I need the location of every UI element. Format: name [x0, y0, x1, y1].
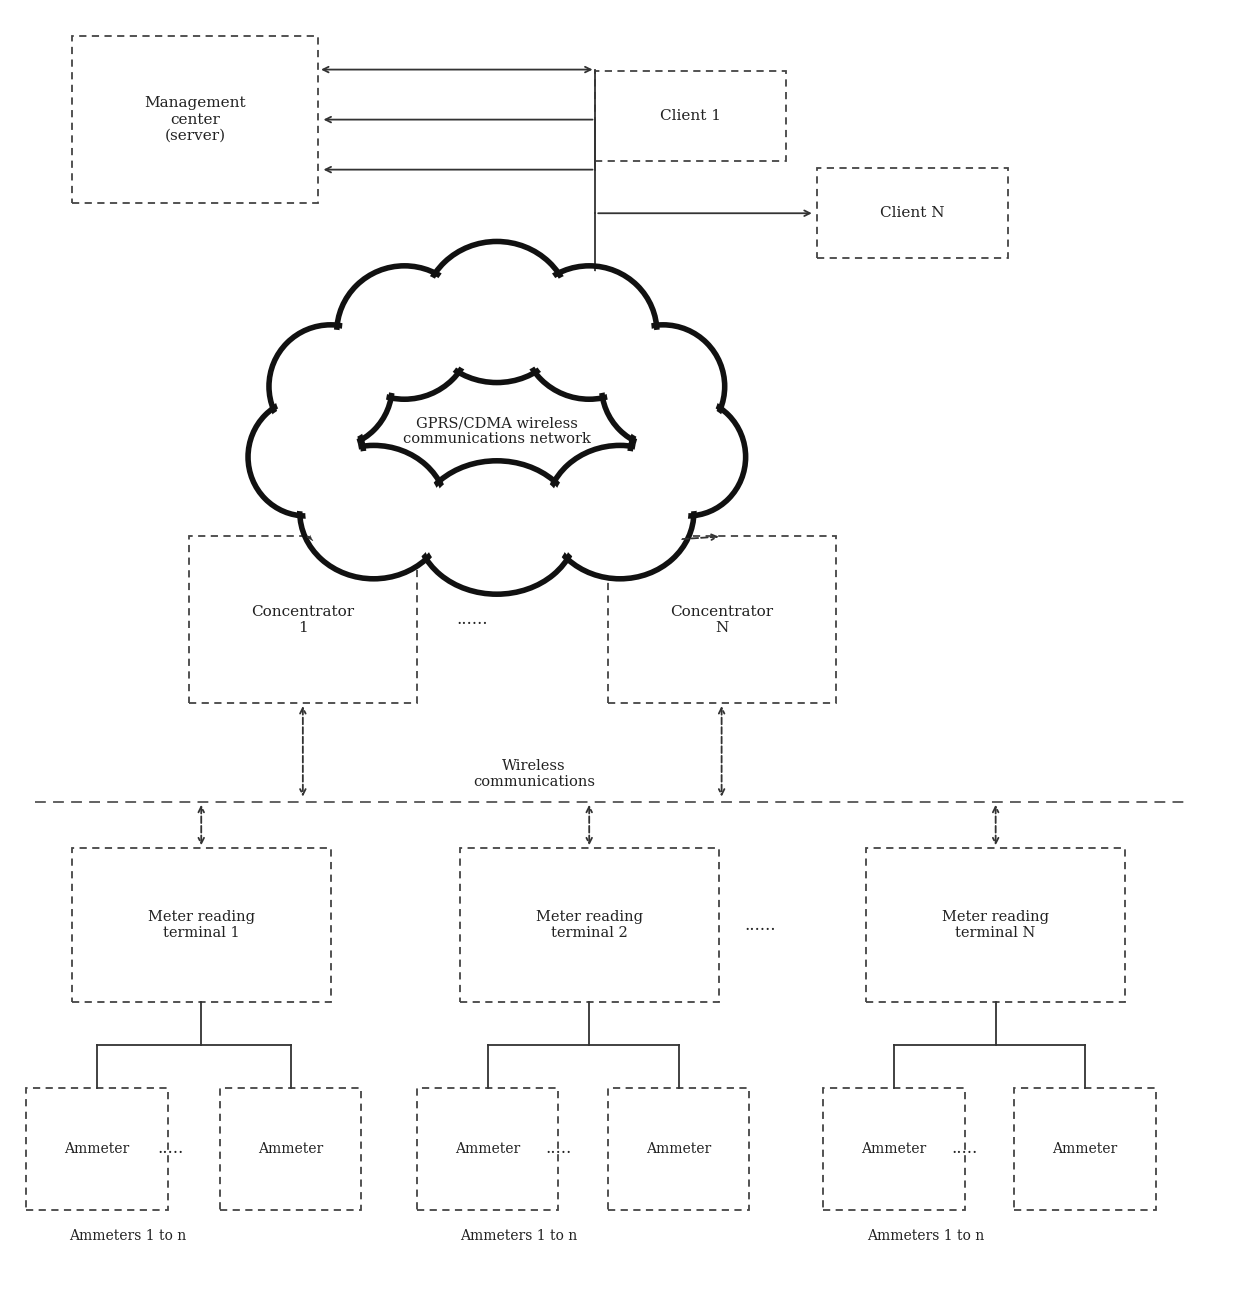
Text: Ammeter: Ammeter: [862, 1143, 926, 1155]
Bar: [1014, 1088, 1156, 1210]
Ellipse shape: [429, 247, 565, 377]
Bar: [595, 71, 786, 160]
Text: Concentrator
1: Concentrator 1: [252, 604, 355, 635]
Ellipse shape: [274, 329, 388, 443]
Text: Concentrator
N: Concentrator N: [670, 604, 774, 635]
Ellipse shape: [630, 398, 745, 516]
Bar: [867, 848, 1125, 1002]
Text: .....: .....: [952, 1140, 978, 1157]
Bar: [26, 1088, 167, 1210]
Bar: [188, 537, 417, 704]
Ellipse shape: [606, 329, 720, 443]
Text: Wireless
communications: Wireless communications: [472, 759, 595, 789]
Ellipse shape: [342, 271, 467, 394]
Text: Ammeter: Ammeter: [64, 1143, 130, 1155]
Ellipse shape: [423, 466, 570, 589]
Ellipse shape: [423, 241, 570, 382]
Text: .....: .....: [157, 1140, 184, 1157]
Text: Ammeter: Ammeter: [1053, 1143, 1117, 1155]
Ellipse shape: [305, 451, 441, 573]
Text: Management
center
(server): Management center (server): [144, 97, 246, 143]
Bar: [823, 1088, 965, 1210]
Text: Ammeters 1 to n: Ammeters 1 to n: [68, 1229, 186, 1242]
Bar: [460, 848, 718, 1002]
Text: Meter reading
terminal 1: Meter reading terminal 1: [148, 910, 254, 940]
Text: Client 1: Client 1: [661, 108, 722, 123]
Text: GPRS/CDMA wireless
communications network: GPRS/CDMA wireless communications networ…: [403, 416, 590, 447]
Bar: [817, 168, 1008, 258]
Bar: [72, 36, 319, 203]
Ellipse shape: [253, 403, 360, 511]
Ellipse shape: [601, 325, 724, 448]
Ellipse shape: [546, 445, 694, 578]
Ellipse shape: [522, 266, 657, 399]
Ellipse shape: [248, 398, 363, 516]
Ellipse shape: [417, 461, 577, 594]
Ellipse shape: [634, 403, 742, 511]
Bar: [608, 1088, 749, 1210]
Ellipse shape: [300, 445, 448, 578]
Bar: [608, 537, 836, 704]
Ellipse shape: [269, 325, 392, 448]
Bar: [72, 848, 331, 1002]
Text: Client N: Client N: [880, 207, 945, 221]
Text: Ammeters 1 to n: Ammeters 1 to n: [867, 1229, 985, 1242]
Text: Ammeter: Ammeter: [455, 1143, 521, 1155]
Text: Meter reading
terminal 2: Meter reading terminal 2: [536, 910, 642, 940]
Text: ......: ......: [745, 917, 776, 933]
Ellipse shape: [337, 266, 472, 399]
Text: Ammeter: Ammeter: [258, 1143, 324, 1155]
Ellipse shape: [527, 271, 652, 394]
Text: ......: ......: [456, 612, 489, 629]
Text: Ammeters 1 to n: Ammeters 1 to n: [460, 1229, 578, 1242]
Text: Ammeter: Ammeter: [646, 1143, 711, 1155]
Bar: [219, 1088, 361, 1210]
Text: .....: .....: [546, 1140, 572, 1157]
Ellipse shape: [552, 451, 688, 573]
Bar: [417, 1088, 558, 1210]
Text: Meter reading
terminal N: Meter reading terminal N: [942, 910, 1049, 940]
